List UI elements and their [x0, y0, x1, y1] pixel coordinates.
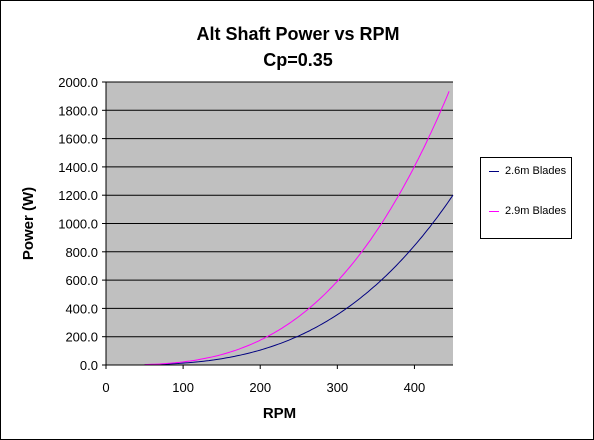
- chart-subtitle: Cp=0.35: [263, 50, 333, 70]
- y-tick-label: 400.0: [65, 301, 98, 316]
- series-line-2-6m-blades: [144, 194, 454, 366]
- y-tick-label: 600.0: [65, 273, 98, 288]
- y-tick-label: 0.0: [80, 358, 98, 373]
- x-tick-label: 100: [172, 380, 194, 395]
- y-tick-label: 1000.0: [58, 217, 98, 232]
- x-axis-title: RPM: [263, 405, 296, 422]
- legend-swatch-2-6m: [489, 171, 499, 172]
- y-tick-label: 1600.0: [58, 132, 98, 147]
- x-tick-label: 0: [102, 380, 109, 395]
- series-line-2-9m-blades: [144, 91, 450, 366]
- x-tick-label: 400: [404, 380, 426, 395]
- x-tick-label: 300: [326, 380, 348, 395]
- x-tick-label: 200: [249, 380, 271, 395]
- legend-label-2-6m: 2.6m Blades: [505, 165, 567, 177]
- y-axis-title: Power (W): [20, 187, 37, 260]
- y-tick-label: 1800.0: [58, 103, 98, 118]
- chart-legend: 2.6m Blades 2.9m Blades: [480, 157, 572, 239]
- y-tick-label: 200.0: [65, 330, 98, 345]
- y-tick-label: 1400.0: [58, 160, 98, 175]
- chart-title: Alt Shaft Power vs RPM: [196, 24, 400, 44]
- legend-label-2-9m: 2.9m Blades: [505, 205, 567, 217]
- y-tick-label: 2000.0: [58, 75, 98, 90]
- legend-swatch-2-9m: [489, 211, 499, 212]
- y-tick-label: 800.0: [65, 245, 98, 260]
- y-tick-label: 1200.0: [58, 188, 98, 203]
